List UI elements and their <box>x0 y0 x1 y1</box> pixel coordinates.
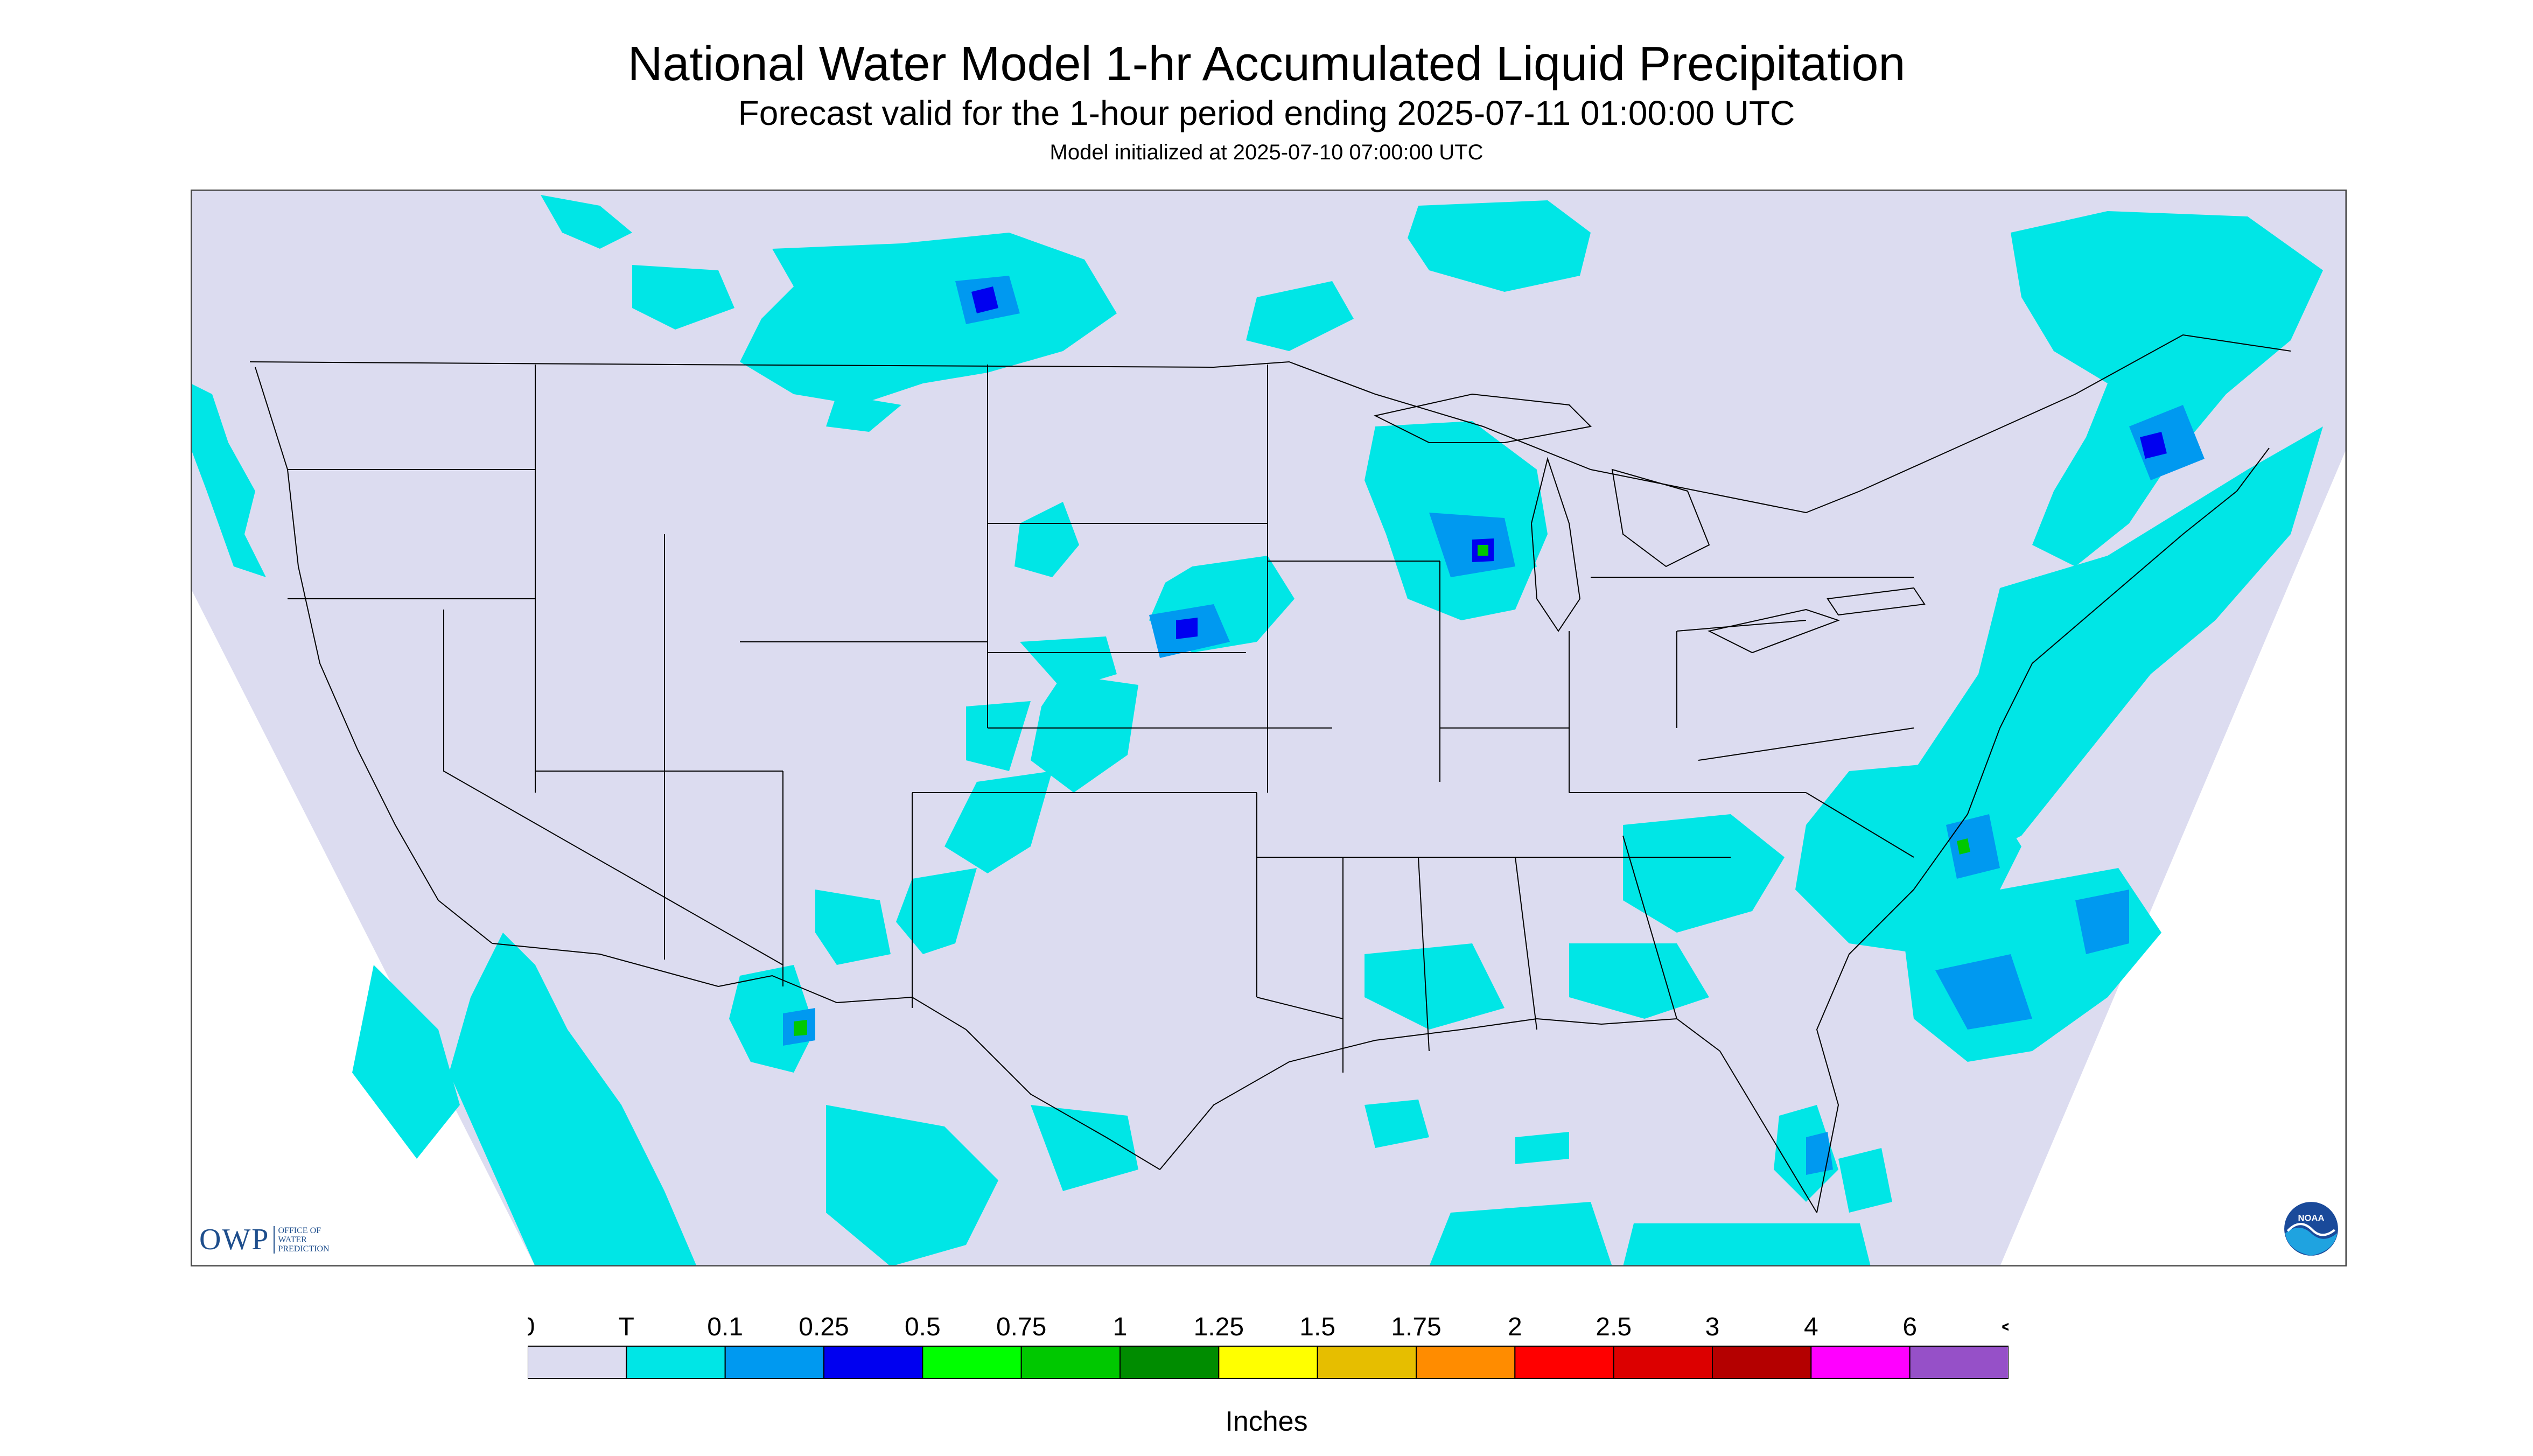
precip-heavy-areas <box>794 286 2167 1036</box>
legend-label: 6 <box>1902 1313 1917 1341</box>
legend-label: 2.5 <box>1596 1313 1632 1341</box>
legend-swatch <box>1119 1346 1220 1379</box>
precipitation-map <box>191 190 2347 1266</box>
noaa-logo: NOAA <box>2284 1202 2338 1256</box>
political-boundaries <box>249 334 2291 1213</box>
legend-swatch <box>1712 1346 1812 1379</box>
color-legend: 0 T 0.1 0.25 0.5 0.75 1 1.25 1.5 1.75 2 2.5 3 4 6 < <box>528 1313 2009 1379</box>
legend-label: 2 <box>1508 1313 1522 1341</box>
model-init-time: Model initialized at 2025-07-10 07:00:00… <box>1049 141 1484 164</box>
owp-logo: OWP OFFICE OF WATER PREDICTION <box>199 1222 330 1257</box>
legend-label: < <box>2001 1313 2009 1341</box>
legend-swatch <box>823 1346 923 1379</box>
great-lakes <box>1374 393 1926 654</box>
legend-label: 0.75 <box>996 1313 1046 1341</box>
legend-label: 1.5 <box>1299 1313 1335 1341</box>
owp-logo-subtext: OFFICE OF WATER PREDICTION <box>274 1226 330 1254</box>
legend-label: T <box>619 1313 634 1341</box>
legend-swatch <box>1613 1346 1713 1379</box>
legend-label: 0.25 <box>799 1313 849 1341</box>
legend-swatch <box>1317 1346 1417 1379</box>
owp-logo-line-3: PREDICTION <box>278 1244 330 1254</box>
legend-swatch <box>626 1346 726 1379</box>
legend-label: 0.1 <box>707 1313 743 1341</box>
legend-label: 0.5 <box>905 1313 941 1341</box>
noaa-logo-text: NOAA <box>2298 1213 2325 1223</box>
owp-logo-line-1: OFFICE OF <box>278 1226 321 1235</box>
map-title: National Water Model 1-hr Accumulated Li… <box>627 37 1906 91</box>
map-border <box>191 190 2347 1266</box>
legend-swatch <box>528 1346 627 1379</box>
legend-swatch <box>1909 1346 2009 1379</box>
legend-label: 3 <box>1705 1313 1720 1341</box>
legend-swatch <box>1810 1346 1911 1379</box>
legend-label: 1 <box>1113 1313 1128 1341</box>
legend-swatch <box>922 1346 1022 1379</box>
legend-label: 4 <box>1804 1313 1818 1341</box>
owp-logo-text: OWP <box>199 1223 270 1256</box>
legend-swatch <box>1020 1346 1121 1379</box>
legend-swatch <box>1218 1346 1318 1379</box>
legend-units: Inches <box>1225 1406 1308 1437</box>
legend-label: 0 <box>528 1313 535 1341</box>
legend-swatch <box>1514 1346 1614 1379</box>
legend-label: 1.75 <box>1391 1313 1441 1341</box>
legend-swatch <box>1416 1346 1516 1379</box>
legend-swatch <box>724 1346 824 1379</box>
map-subtitle: Forecast valid for the 1-hour period end… <box>738 94 1795 132</box>
legend-label: 1.25 <box>1194 1313 1244 1341</box>
owp-logo-line-2: WATER <box>278 1235 307 1244</box>
